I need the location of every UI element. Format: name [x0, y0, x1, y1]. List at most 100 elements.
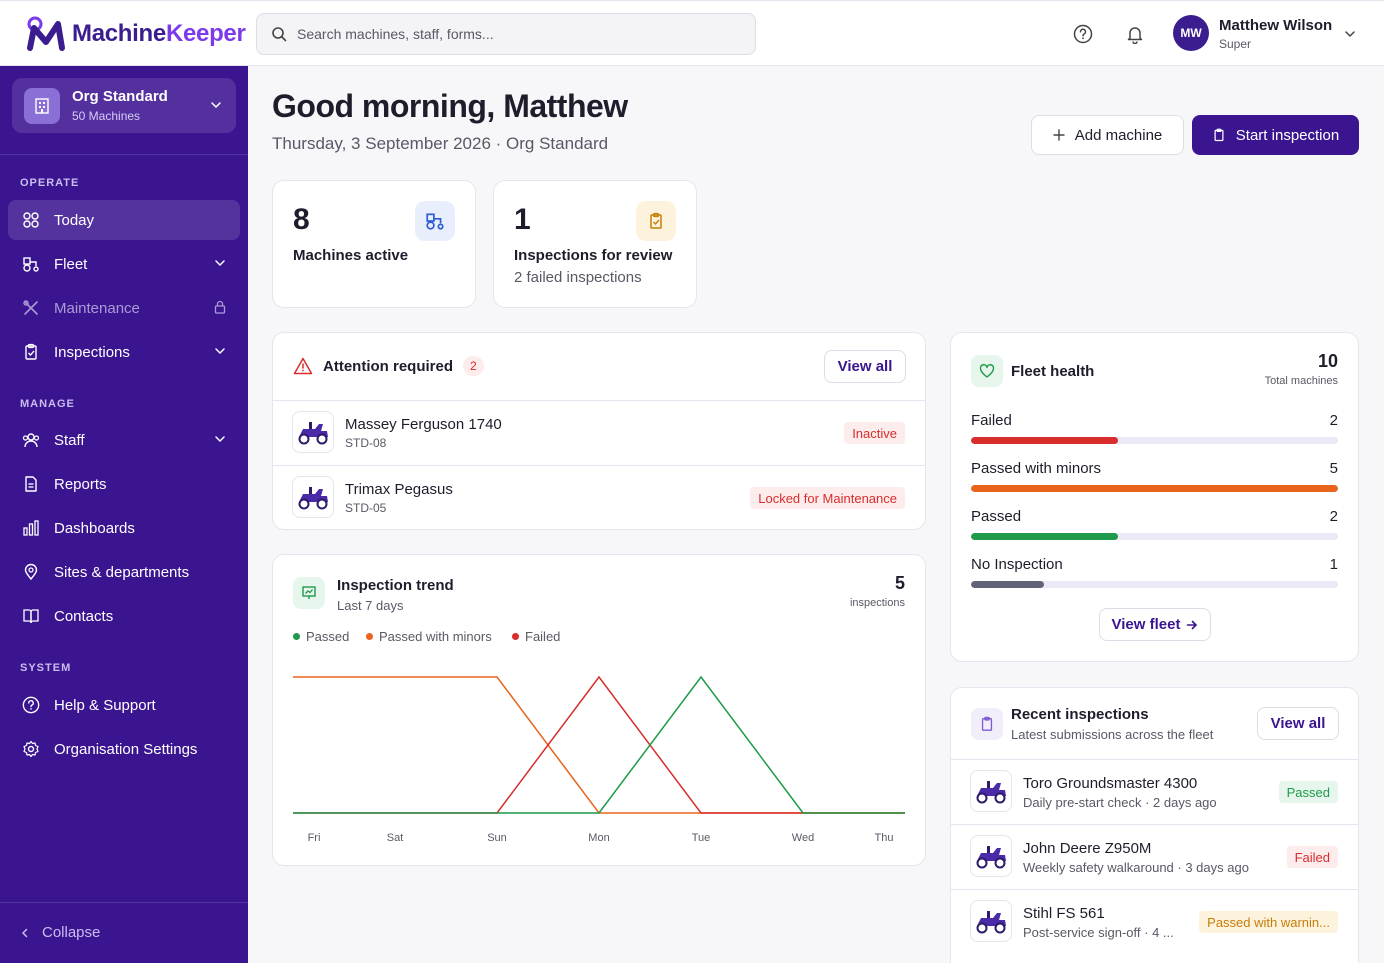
arrow-right-icon: [1187, 620, 1198, 629]
search-input[interactable]: [297, 26, 737, 42]
sidebar-item-reports[interactable]: Reports: [8, 464, 240, 504]
list-item[interactable]: Massey Ferguson 1740 STD-08 Inactive: [273, 400, 925, 465]
section-manage: MANAGE: [20, 398, 75, 410]
machine-name: Trimax Pegasus: [345, 481, 453, 498]
recent-title: Recent inspections: [1011, 706, 1149, 723]
series-line-passed: [293, 675, 905, 814]
legend-dot: [512, 633, 519, 640]
chevron-left-icon: [21, 928, 28, 937]
tractor-icon: [415, 201, 455, 241]
sidebar-item-label: Dashboards: [54, 519, 135, 537]
sidebar-item-label: Today: [54, 211, 95, 229]
health-label: No Inspection: [971, 556, 1063, 573]
trend-total-label: inspections: [849, 597, 905, 609]
fleet-total: 10: [1317, 351, 1338, 371]
health-value: 5: [1329, 460, 1338, 477]
x-tick-label: Sat: [387, 832, 404, 844]
list-item[interactable]: Stihl FS 561 Post-service sign-off · 4 .…: [951, 889, 1358, 954]
inspection-detail: Daily pre-start check · 2 days ago: [1023, 795, 1217, 810]
stat-value: 1: [514, 203, 531, 236]
brand-logo[interactable]: MachineKeeper: [26, 15, 246, 53]
mower-icon: [292, 476, 334, 518]
presentation-chart-icon: [293, 577, 325, 609]
user-role: Super: [1219, 37, 1252, 51]
legend-dot: [293, 633, 300, 640]
trend-chart: Fri Sat Sun Mon Tue Wed Thu: [293, 675, 905, 844]
avatar[interactable]: MW: [1173, 15, 1209, 51]
help-icon[interactable]: [1072, 23, 1094, 45]
attention-view-all-button[interactable]: View all: [824, 350, 906, 383]
list-item[interactable]: Toro Groundsmaster 4300 Daily pre-start …: [951, 759, 1358, 824]
sidebar-item-dashboards[interactable]: Dashboards: [8, 508, 240, 548]
sidebar-item-label: Maintenance: [54, 299, 140, 317]
org-name: Org Standard: [72, 88, 168, 105]
sidebar-item-staff[interactable]: Staff: [8, 420, 240, 460]
map-pin-icon: [24, 563, 38, 581]
start-inspection-button[interactable]: Start inspection: [1192, 115, 1359, 155]
start-inspection-label: Start inspection: [1235, 126, 1340, 144]
sidebar-item-label: Organisation Settings: [54, 740, 198, 758]
health-bar-fill: [971, 533, 1118, 540]
health-bar-fill: [971, 437, 1118, 444]
machine-name: Massey Ferguson 1740: [345, 416, 502, 433]
search-icon: [272, 27, 287, 42]
chevron-down-icon: [214, 344, 226, 361]
status-badge: Passed: [1278, 781, 1338, 803]
org-machine-count: 50 Machines: [72, 109, 141, 123]
legend-passed-minors: Passed with minors: [366, 629, 492, 644]
health-label: Failed: [971, 412, 1012, 429]
bell-icon[interactable]: [1124, 23, 1146, 45]
legend-label: Passed with minors: [379, 629, 492, 644]
sidebar-item-inspections[interactable]: Inspections: [8, 332, 240, 372]
series-line-failed: [293, 675, 905, 814]
mower-icon: [970, 770, 1012, 812]
health-bar-track: [971, 581, 1338, 588]
fleet-total-label: Total machines: [1264, 375, 1338, 387]
brand-name: MachineKeeper: [72, 20, 246, 47]
clipboard-icon: [971, 708, 1003, 740]
chevron-down-icon[interactable]: [1344, 27, 1356, 45]
logo-icon: [27, 16, 65, 51]
org-switcher[interactable]: Org Standard 50 Machines: [12, 78, 236, 133]
chevron-down-icon: [214, 256, 226, 273]
add-machine-label: Add machine: [1074, 126, 1163, 144]
sidebar-item-help[interactable]: Help & Support: [8, 685, 240, 725]
trend-subtitle: Last 7 days: [337, 598, 404, 613]
status-badge: Passed with warnin...: [1199, 911, 1338, 933]
page-title: Good morning, Matthew: [272, 88, 628, 124]
bar-chart-icon: [23, 520, 39, 536]
machine-code: STD-05: [345, 501, 387, 515]
sidebar-item-today[interactable]: Today: [8, 200, 240, 240]
health-bar-fill: [971, 485, 1338, 492]
list-item[interactable]: Trimax Pegasus STD-05 Locked for Mainten…: [273, 465, 925, 529]
mower-icon: [970, 900, 1012, 942]
legend-label: Passed: [306, 629, 350, 644]
legend-passed: Passed: [293, 629, 349, 644]
add-machine-button[interactable]: Add machine: [1031, 115, 1184, 155]
health-bar-track: [971, 533, 1338, 540]
tractor-icon: [23, 257, 39, 272]
sidebar-item-label: Staff: [54, 431, 85, 449]
x-tick-label: Wed: [792, 832, 814, 844]
legend-label: Failed: [525, 629, 561, 644]
stat-machines-active[interactable]: 8 Machines active: [272, 180, 476, 308]
machine-name: John Deere Z950M: [1023, 840, 1152, 857]
clipboard-icon: [636, 201, 676, 241]
user-name[interactable]: Matthew Wilson: [1219, 17, 1333, 34]
search-box[interactable]: [256, 13, 756, 55]
stat-inspections-review[interactable]: 1 Inspections for review 2 failed inspec…: [493, 180, 697, 308]
sidebar-item-sites[interactable]: Sites & departments: [8, 552, 240, 592]
list-item[interactable]: John Deere Z950M Weekly safety walkaroun…: [951, 824, 1358, 889]
sidebar-item-fleet[interactable]: Fleet: [8, 244, 240, 284]
stat-label: Inspections for review: [514, 247, 673, 264]
attention-count-badge: 2: [463, 356, 484, 376]
view-fleet-button[interactable]: View fleet: [1099, 608, 1211, 641]
attention-title: Attention required: [323, 358, 453, 375]
sidebar-item-settings[interactable]: Organisation Settings: [8, 729, 240, 769]
recent-view-all-button[interactable]: View all: [1257, 707, 1339, 740]
health-bar-fill: [971, 581, 1045, 588]
sidebar-item-contacts[interactable]: Contacts: [8, 596, 240, 636]
collapse-button[interactable]: Collapse: [20, 924, 100, 941]
sidebar-item-maintenance[interactable]: Maintenance: [8, 288, 240, 328]
series-line-passed-with-minors: [293, 676, 905, 814]
